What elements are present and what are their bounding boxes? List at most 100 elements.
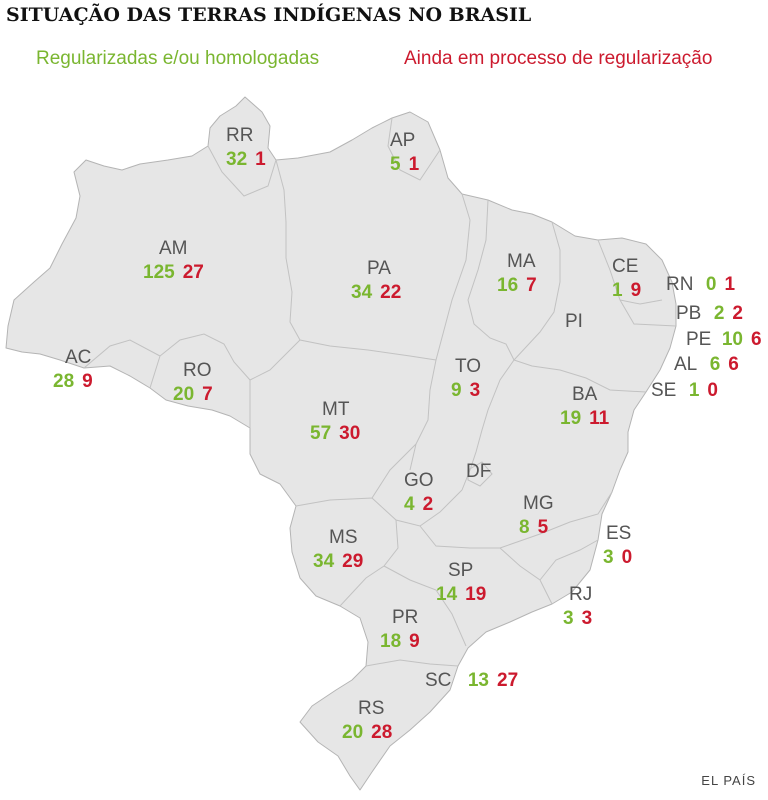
- regularized-count: 10: [721, 329, 743, 350]
- in-process-count: 6: [750, 329, 762, 350]
- regularized-count: 0: [705, 274, 717, 295]
- state-code: SP: [448, 560, 474, 581]
- state-code: PE: [686, 329, 712, 350]
- state-df: DF: [466, 462, 491, 481]
- regularized-count: 6: [709, 354, 721, 375]
- state-code: RR: [226, 125, 254, 146]
- regularized-count: 20: [173, 384, 195, 405]
- regularized-count: 3: [603, 547, 614, 568]
- state-pr: PR 18 9: [380, 608, 420, 651]
- in-process-count: 3: [469, 380, 481, 401]
- regularized-count: 57: [310, 423, 332, 444]
- state-code: BA: [572, 384, 598, 405]
- regularized-count: 19: [560, 408, 582, 429]
- state-code: SC: [425, 670, 452, 691]
- state-code: MA: [507, 251, 536, 272]
- in-process-count: 30: [339, 423, 361, 444]
- in-process-count: 11: [589, 408, 610, 429]
- state-ro: RO 20 7: [173, 361, 213, 404]
- in-process-count: 0: [621, 547, 633, 568]
- state-code: PA: [367, 258, 391, 279]
- in-process-count: 6: [728, 354, 739, 375]
- state-code: MG: [523, 493, 554, 514]
- state-code: AP: [390, 130, 416, 151]
- state-code: DF: [466, 461, 492, 482]
- in-process-count: 0: [707, 380, 718, 401]
- regularized-count: 13: [467, 670, 489, 691]
- state-code: RO: [183, 360, 212, 381]
- regularized-count: 1: [612, 280, 623, 301]
- regularized-count: 5: [390, 154, 401, 175]
- state-code: GO: [404, 470, 434, 491]
- in-process-count: 9: [630, 280, 642, 301]
- source-credit: EL PAÍS: [701, 773, 756, 788]
- regularized-count: 16: [497, 275, 519, 296]
- state-sc: SC 13 27: [425, 671, 518, 690]
- state-code: RS: [358, 698, 385, 719]
- state-code: AC: [65, 347, 92, 368]
- state-ba: BA 19 11: [560, 385, 609, 428]
- in-process-count: 9: [82, 371, 93, 392]
- state-code: TO: [455, 356, 482, 377]
- regularized-count: 34: [313, 551, 335, 572]
- state-code: RJ: [569, 584, 593, 605]
- in-process-count: 1: [408, 154, 420, 175]
- regularized-count: 1: [688, 380, 700, 401]
- brazil-outline: [5, 96, 677, 791]
- regularized-count: 3: [563, 608, 574, 629]
- in-process-count: 27: [497, 670, 519, 691]
- state-pa: PA 34 22: [351, 259, 401, 302]
- regularized-count: 14: [436, 584, 458, 605]
- state-code: SE: [651, 380, 677, 401]
- regularized-count: 4: [404, 494, 415, 515]
- in-process-count: 28: [371, 722, 393, 743]
- in-process-count: 2: [422, 494, 434, 515]
- in-process-count: 9: [409, 631, 420, 652]
- state-code: AL: [674, 354, 698, 375]
- regularized-count: 34: [351, 282, 373, 303]
- state-ac: AC 28 9: [53, 348, 93, 391]
- state-borders: [83, 117, 677, 667]
- state-pi: PI: [565, 312, 583, 331]
- regularized-count: 18: [380, 631, 402, 652]
- state-code: MS: [329, 527, 358, 548]
- legend-regularized: Regularizadas e/ou homologadas: [36, 48, 320, 69]
- legend-in-process: Ainda em processo de regularização: [404, 48, 713, 69]
- in-process-count: 1: [724, 274, 736, 295]
- state-pe: PE 10 6: [686, 330, 762, 349]
- in-process-count: 2: [732, 303, 743, 324]
- in-process-count: 7: [526, 275, 537, 296]
- regularized-count: 2: [713, 303, 725, 324]
- state-code: RN: [666, 274, 694, 295]
- state-code: PB: [676, 303, 702, 324]
- in-process-count: 29: [342, 551, 364, 572]
- state-code: ES: [606, 523, 632, 544]
- state-am: AM 125 27: [143, 239, 204, 282]
- in-process-count: 22: [380, 282, 402, 303]
- state-rs: RS 20 28: [342, 699, 392, 742]
- state-code: CE: [612, 256, 639, 277]
- regularized-count: 125: [143, 262, 175, 283]
- state-code: MT: [322, 399, 350, 420]
- state-code: PI: [565, 311, 583, 332]
- regularized-count: 8: [519, 517, 530, 538]
- state-rr: RR 32 1: [226, 126, 266, 169]
- regularized-count: 28: [53, 371, 75, 392]
- state-ms: MS 34 29: [313, 528, 363, 571]
- in-process-count: 27: [182, 262, 204, 283]
- page-title: SITUAÇÃO DAS TERRAS INDÍGENAS NO BRASIL: [6, 4, 532, 26]
- regularized-count: 9: [451, 380, 462, 401]
- in-process-count: 5: [537, 517, 549, 538]
